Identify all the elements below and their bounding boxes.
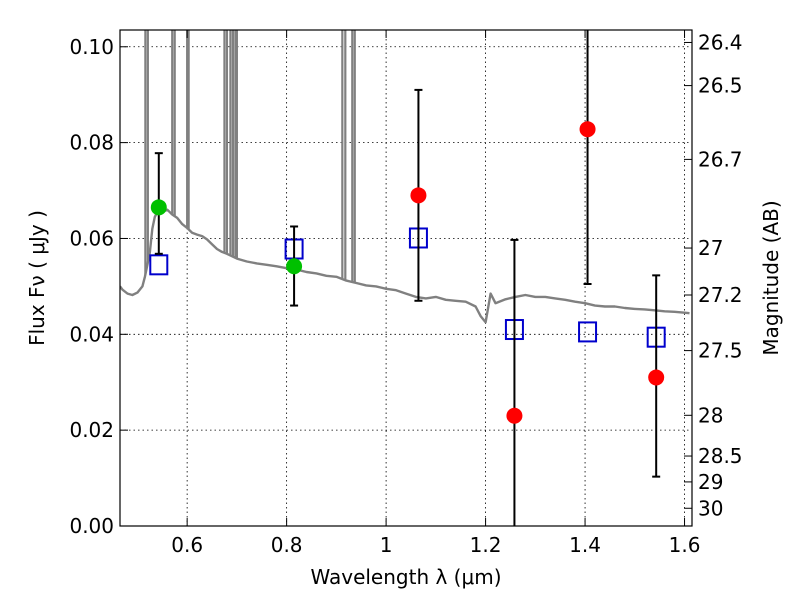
- y-tick-label: 0.02: [69, 418, 114, 442]
- y-tick-label: 0.06: [69, 226, 114, 250]
- x-tick-label: 0.8: [271, 533, 303, 557]
- mag-tick-label: 29: [698, 470, 723, 494]
- x-tick-label: 1.6: [669, 533, 701, 557]
- plot-frame: [119, 29, 693, 527]
- mag-tick-label: 26.4: [698, 30, 743, 54]
- grid: [120, 30, 692, 526]
- mag-tick-label: 27: [698, 236, 723, 260]
- observed-point: [150, 199, 167, 216]
- mag-tick-label: 28.5: [698, 444, 743, 468]
- x-tick-label: 1: [380, 533, 393, 557]
- y-tick-label: 0.08: [69, 131, 114, 155]
- mag-tick-label: 27.5: [698, 339, 743, 363]
- y-tick-label: 0.10: [69, 35, 114, 59]
- mag-tick-label: 26.5: [698, 74, 743, 98]
- y-tick-label: 0.00: [69, 514, 114, 538]
- x-tick-label: 0.6: [171, 533, 203, 557]
- y-tick-label: 0.04: [69, 322, 114, 346]
- mag-tick-label: 30: [698, 496, 723, 520]
- observed-point: [410, 187, 427, 204]
- observed-point: [648, 369, 665, 386]
- x-axis-title: Wavelength λ (μm): [310, 565, 501, 589]
- observed-point: [506, 407, 523, 424]
- x-tick-label: 1.4: [569, 533, 601, 557]
- observed-point: [286, 258, 303, 275]
- model-square-marker: [578, 321, 598, 343]
- plot-background: [120, 30, 692, 526]
- mag-tick-label: 27.2: [698, 283, 743, 307]
- x-tick-label: 1.2: [470, 533, 502, 557]
- mag-tick-label: 28: [698, 403, 723, 427]
- plot-area: [120, 30, 690, 526]
- model-square-marker: [149, 254, 169, 276]
- axes: 0.6 0.8 1 1.2 1.4 1.6 0.00 0.02 0.04 0.06 0.08 0.10…: [69, 30, 743, 557]
- mag-tick-label: 26.7: [698, 147, 743, 171]
- y-axis-title: Flux Fν ( μJy ): [25, 210, 49, 346]
- observed-point: [579, 121, 596, 138]
- y-axis-right-title: Magnitude (AB): [759, 200, 783, 355]
